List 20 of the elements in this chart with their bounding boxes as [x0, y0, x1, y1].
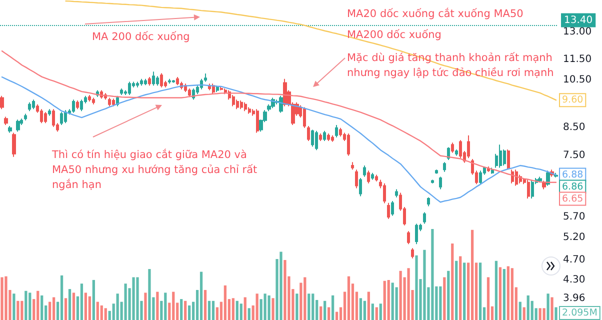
y-tick-label: 3.96 [563, 293, 586, 304]
annotation: Thì có tín hiệu giao cắt giữa MA20 và MA50 nhưng xu hướng tăng của chỉ rất ngắn hạn [52, 148, 258, 193]
text: 6.65 [562, 193, 584, 204]
text: 2.095M [562, 308, 598, 318]
annotation: 9.60 [562, 94, 584, 106]
annotation: 6.88 [562, 169, 584, 180]
y-tick-label: 5.70 [563, 211, 586, 222]
annotation: MA 200 dốc xuống [92, 30, 191, 45]
y-tick-label: 4.70 [563, 254, 586, 266]
annotation: MA200 dốc xuống [347, 29, 442, 41]
y-tick-label: 5.20 [563, 232, 586, 244]
y-tick-label: 4.30 [563, 274, 586, 286]
y-tick-label: 8.50 [563, 122, 586, 133]
y-tick-label: 10.50 [563, 74, 592, 86]
annotation: MA20 dốc xuống cắt xuống MA50 [347, 8, 524, 20]
y-tick-label: 7.50 [563, 150, 586, 161]
y-tick-label: 13.00 [563, 26, 592, 38]
y-tick-label: 11.50 [563, 54, 592, 66]
text: 6.86 [562, 181, 584, 192]
ref-line-label: 13.40 [564, 14, 593, 26]
